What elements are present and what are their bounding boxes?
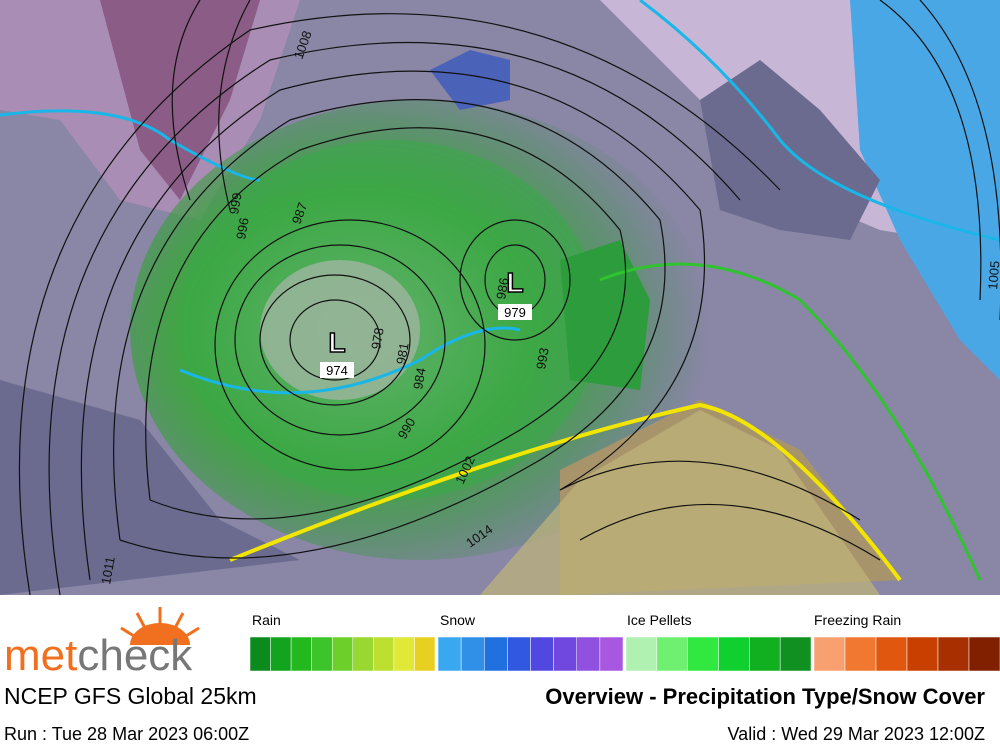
logo: metcheck	[4, 607, 200, 680]
isobar-label: 986	[493, 277, 512, 301]
map-title: Overview - Precipitation Type/Snow Cover	[545, 684, 985, 709]
low-pressure: 979	[504, 305, 526, 320]
legend-swatch	[875, 636, 908, 672]
legend-swatch	[844, 636, 877, 672]
isobar-label: 981	[393, 342, 412, 366]
legend-swatch	[437, 636, 462, 672]
legend-swatches	[249, 636, 1000, 672]
logo-met: met	[4, 631, 77, 680]
legend-swatch	[331, 636, 354, 672]
legend-swatch	[249, 636, 271, 672]
legend-swatch	[507, 636, 531, 672]
legend-swatch	[373, 636, 395, 672]
model-name: NCEP GFS Global 25km	[4, 683, 257, 709]
legend-label: Freezing Rain	[814, 612, 901, 628]
legend: Rain Snow Ice Pellets Freezing Rain	[249, 612, 1000, 672]
legend-swatch	[625, 636, 658, 672]
legend-swatch	[687, 636, 719, 672]
logo-text: metcheck	[4, 631, 193, 680]
isobar-label: 984	[410, 367, 429, 391]
isobar-label: 996	[233, 217, 252, 241]
legend-swatch	[290, 636, 312, 672]
legend-swatch	[656, 636, 688, 672]
low-marker: L	[328, 327, 345, 358]
legend-swatch	[576, 636, 601, 672]
legend-swatch	[937, 636, 970, 672]
valid-time: Valid : Wed 29 Mar 2023 12:00Z	[728, 724, 985, 744]
legend-swatch	[779, 636, 812, 672]
legend-swatch	[813, 636, 846, 672]
legend-label: Rain	[252, 612, 281, 628]
legend-swatch	[414, 636, 436, 672]
isobar-label: 1011	[98, 555, 118, 585]
isobar-label: 993	[533, 347, 552, 371]
legend-swatch	[718, 636, 750, 672]
legend-swatch	[553, 636, 577, 672]
low-marker: L	[506, 267, 523, 298]
lows: L 974 L 979	[320, 266, 532, 378]
legend-swatch	[530, 636, 554, 672]
logo-check: check	[77, 631, 193, 680]
run-time: Run : Tue 28 Mar 2023 06:00Z	[4, 724, 249, 744]
legend-swatch	[968, 636, 1000, 672]
legend-swatch	[484, 636, 508, 672]
legend-swatch	[311, 636, 333, 672]
legend-label: Snow	[440, 612, 476, 628]
isobar-label: 1005	[985, 260, 1000, 290]
isobar-label: 999	[226, 192, 245, 216]
legend-swatch	[749, 636, 781, 672]
low-pressure: 974	[326, 363, 348, 378]
map: 1008 999 996 987 978 981 984 990 993 100…	[0, 0, 1000, 596]
legend-swatch	[352, 636, 374, 672]
legend-swatch	[460, 636, 485, 672]
legend-swatch	[906, 636, 939, 672]
isobars	[18, 0, 1000, 596]
legend-swatch	[270, 636, 292, 672]
isobar-label: 978	[368, 327, 387, 351]
isobar-label: 987	[289, 201, 311, 227]
legend-swatch	[599, 636, 624, 672]
legend-label: Ice Pellets	[627, 612, 692, 628]
legend-swatch	[393, 636, 415, 672]
